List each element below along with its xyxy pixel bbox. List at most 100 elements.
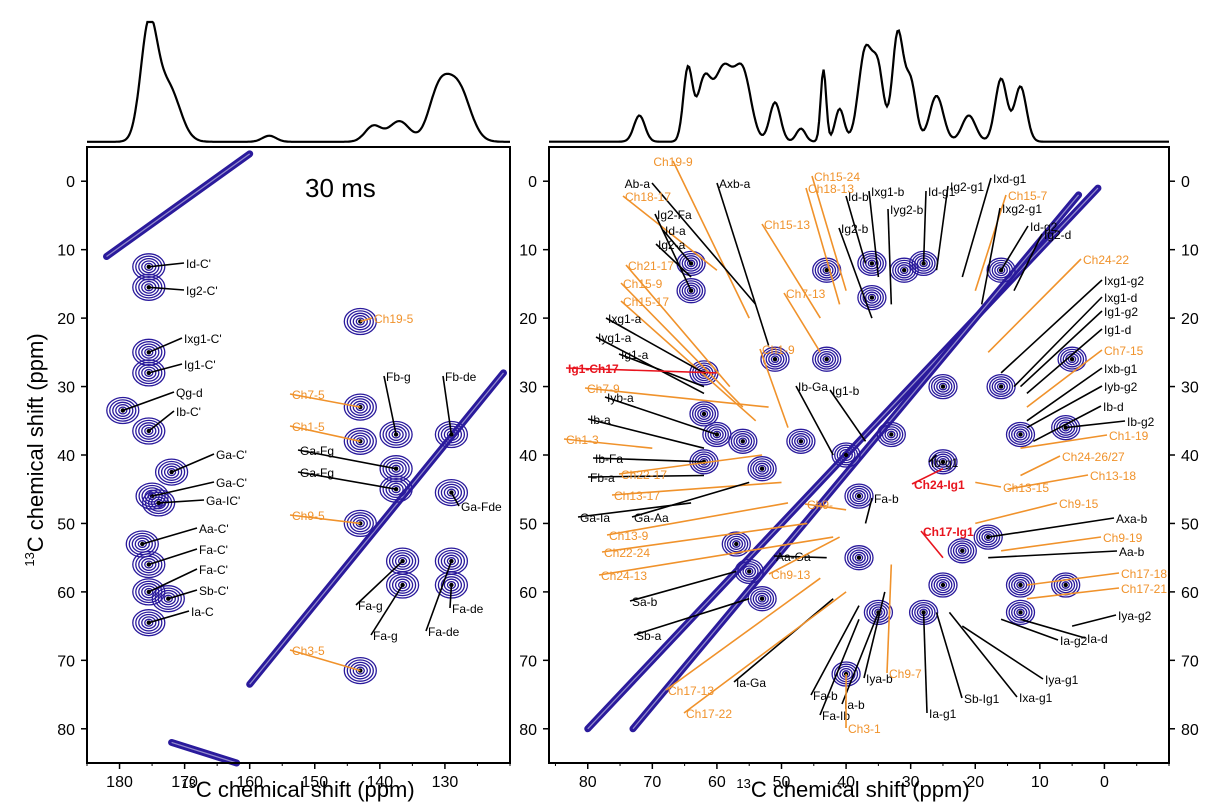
label-leader-line <box>1065 420 1126 429</box>
contour-ring <box>144 348 154 357</box>
contour-ring <box>728 428 758 454</box>
y-tick-label: 80 <box>519 722 537 739</box>
peak-label: Ia-g1 <box>929 707 957 721</box>
contour-ring <box>132 578 166 606</box>
peak-label: Ixg1-b <box>871 185 905 199</box>
contour-ring <box>955 544 970 557</box>
contour-ring <box>388 428 404 441</box>
contour-ring <box>849 487 869 505</box>
contour-ring <box>817 261 837 279</box>
contour-ring <box>958 546 967 555</box>
contour-ring <box>938 382 948 391</box>
contour-ring <box>994 380 1008 393</box>
contour-ring <box>938 581 948 589</box>
contour-ring <box>1061 581 1070 589</box>
peak-label: Ga-Aa <box>634 511 669 525</box>
contour-ring <box>135 419 163 443</box>
peak-label: Ch15-7 <box>1008 189 1048 203</box>
peak-label: Fb-g <box>386 370 411 384</box>
peak-marker <box>869 261 875 266</box>
contour-ring <box>1051 414 1081 441</box>
label-leader-line <box>629 570 737 602</box>
label-leader-line <box>863 591 886 679</box>
peak-label: Ch1-3 <box>566 433 599 447</box>
label-leader-line <box>297 471 397 490</box>
contour-ring <box>1060 348 1085 370</box>
contour-ring <box>141 558 157 571</box>
contour-ring <box>141 424 157 438</box>
contour-ring <box>440 552 463 570</box>
contour-ring <box>343 509 377 538</box>
contour-ring <box>1051 572 1081 598</box>
peak-marker <box>734 541 739 547</box>
contour-ring <box>379 420 413 449</box>
y-tick-label: 20 <box>519 311 537 328</box>
peak-label: Ib-g2 <box>1127 415 1155 429</box>
peak-label: Ixg2-g1 <box>1002 202 1042 216</box>
peak-label: Ch24-13 <box>601 569 647 583</box>
contour-ring <box>132 550 166 579</box>
x-tick-label: 160 <box>236 774 263 791</box>
contour-ring <box>884 428 899 441</box>
contour-ring <box>1013 428 1028 441</box>
contour-ring <box>822 355 831 364</box>
label-leader-line <box>1033 405 1102 443</box>
peak-marker <box>772 357 778 362</box>
panel2-xlabel-rest: C chemical shift (ppm) <box>751 777 970 802</box>
contour-ring <box>930 451 956 473</box>
x-tick-label: 150 <box>301 774 328 791</box>
contour-ring <box>135 553 163 576</box>
label-leader-line <box>584 387 769 408</box>
contour-ring <box>694 405 714 423</box>
y-tick-label: 50 <box>519 516 537 533</box>
contour-ring <box>382 423 410 446</box>
label-leader-line <box>988 550 1118 559</box>
contour-ring <box>166 468 177 477</box>
contour-ring <box>135 361 163 385</box>
diagonal-ridge-highlight <box>106 153 251 257</box>
contour-ring <box>770 355 780 364</box>
contour-ring <box>750 588 775 610</box>
contour-ring <box>844 545 874 571</box>
y-tick-label: 70 <box>519 653 537 670</box>
contour-ring <box>686 286 696 295</box>
contour-ring <box>978 528 998 546</box>
contour-ring <box>854 492 864 500</box>
y-tick-label: 20 <box>57 311 75 328</box>
contour-ring <box>349 398 371 416</box>
peak-marker <box>759 596 765 601</box>
y-tick-label: 0 <box>66 174 75 191</box>
peak-label: Ch19-5 <box>374 312 414 326</box>
peak-label: Ch15-17 <box>623 295 669 309</box>
contour-ring <box>394 554 411 568</box>
contour-ring <box>1005 421 1036 448</box>
contour-ring <box>852 551 866 564</box>
peak-label: Ia-g2 <box>1060 634 1088 648</box>
contour-ring <box>928 572 958 598</box>
contour-ring <box>981 531 996 544</box>
x-tick-label: 170 <box>171 774 198 791</box>
contour-ring <box>1062 350 1082 368</box>
peak-label: Iyg1-a <box>598 331 632 345</box>
contour-ring <box>138 364 160 382</box>
peak-label: Aa-C' <box>199 522 229 536</box>
contour-ring <box>794 435 808 448</box>
peak-marker <box>843 452 849 458</box>
contour-ring <box>755 462 769 475</box>
contour-ring <box>836 446 856 464</box>
contour-ring <box>437 423 466 446</box>
contour-ring <box>391 576 414 594</box>
peak-label: Aa-b <box>1119 545 1145 559</box>
contour-ring <box>686 259 696 268</box>
contour-ring <box>440 483 463 502</box>
label-leader-line <box>654 213 692 292</box>
contour-ring <box>991 378 1011 395</box>
contour-ring <box>857 284 887 311</box>
label-leader-line <box>449 584 453 609</box>
label-leader-line <box>148 410 175 432</box>
contour-ring <box>849 549 869 566</box>
contour-ring <box>1016 608 1025 617</box>
contour-ring <box>1013 578 1028 592</box>
contour-ring <box>355 317 365 326</box>
contour-ring <box>394 578 411 592</box>
